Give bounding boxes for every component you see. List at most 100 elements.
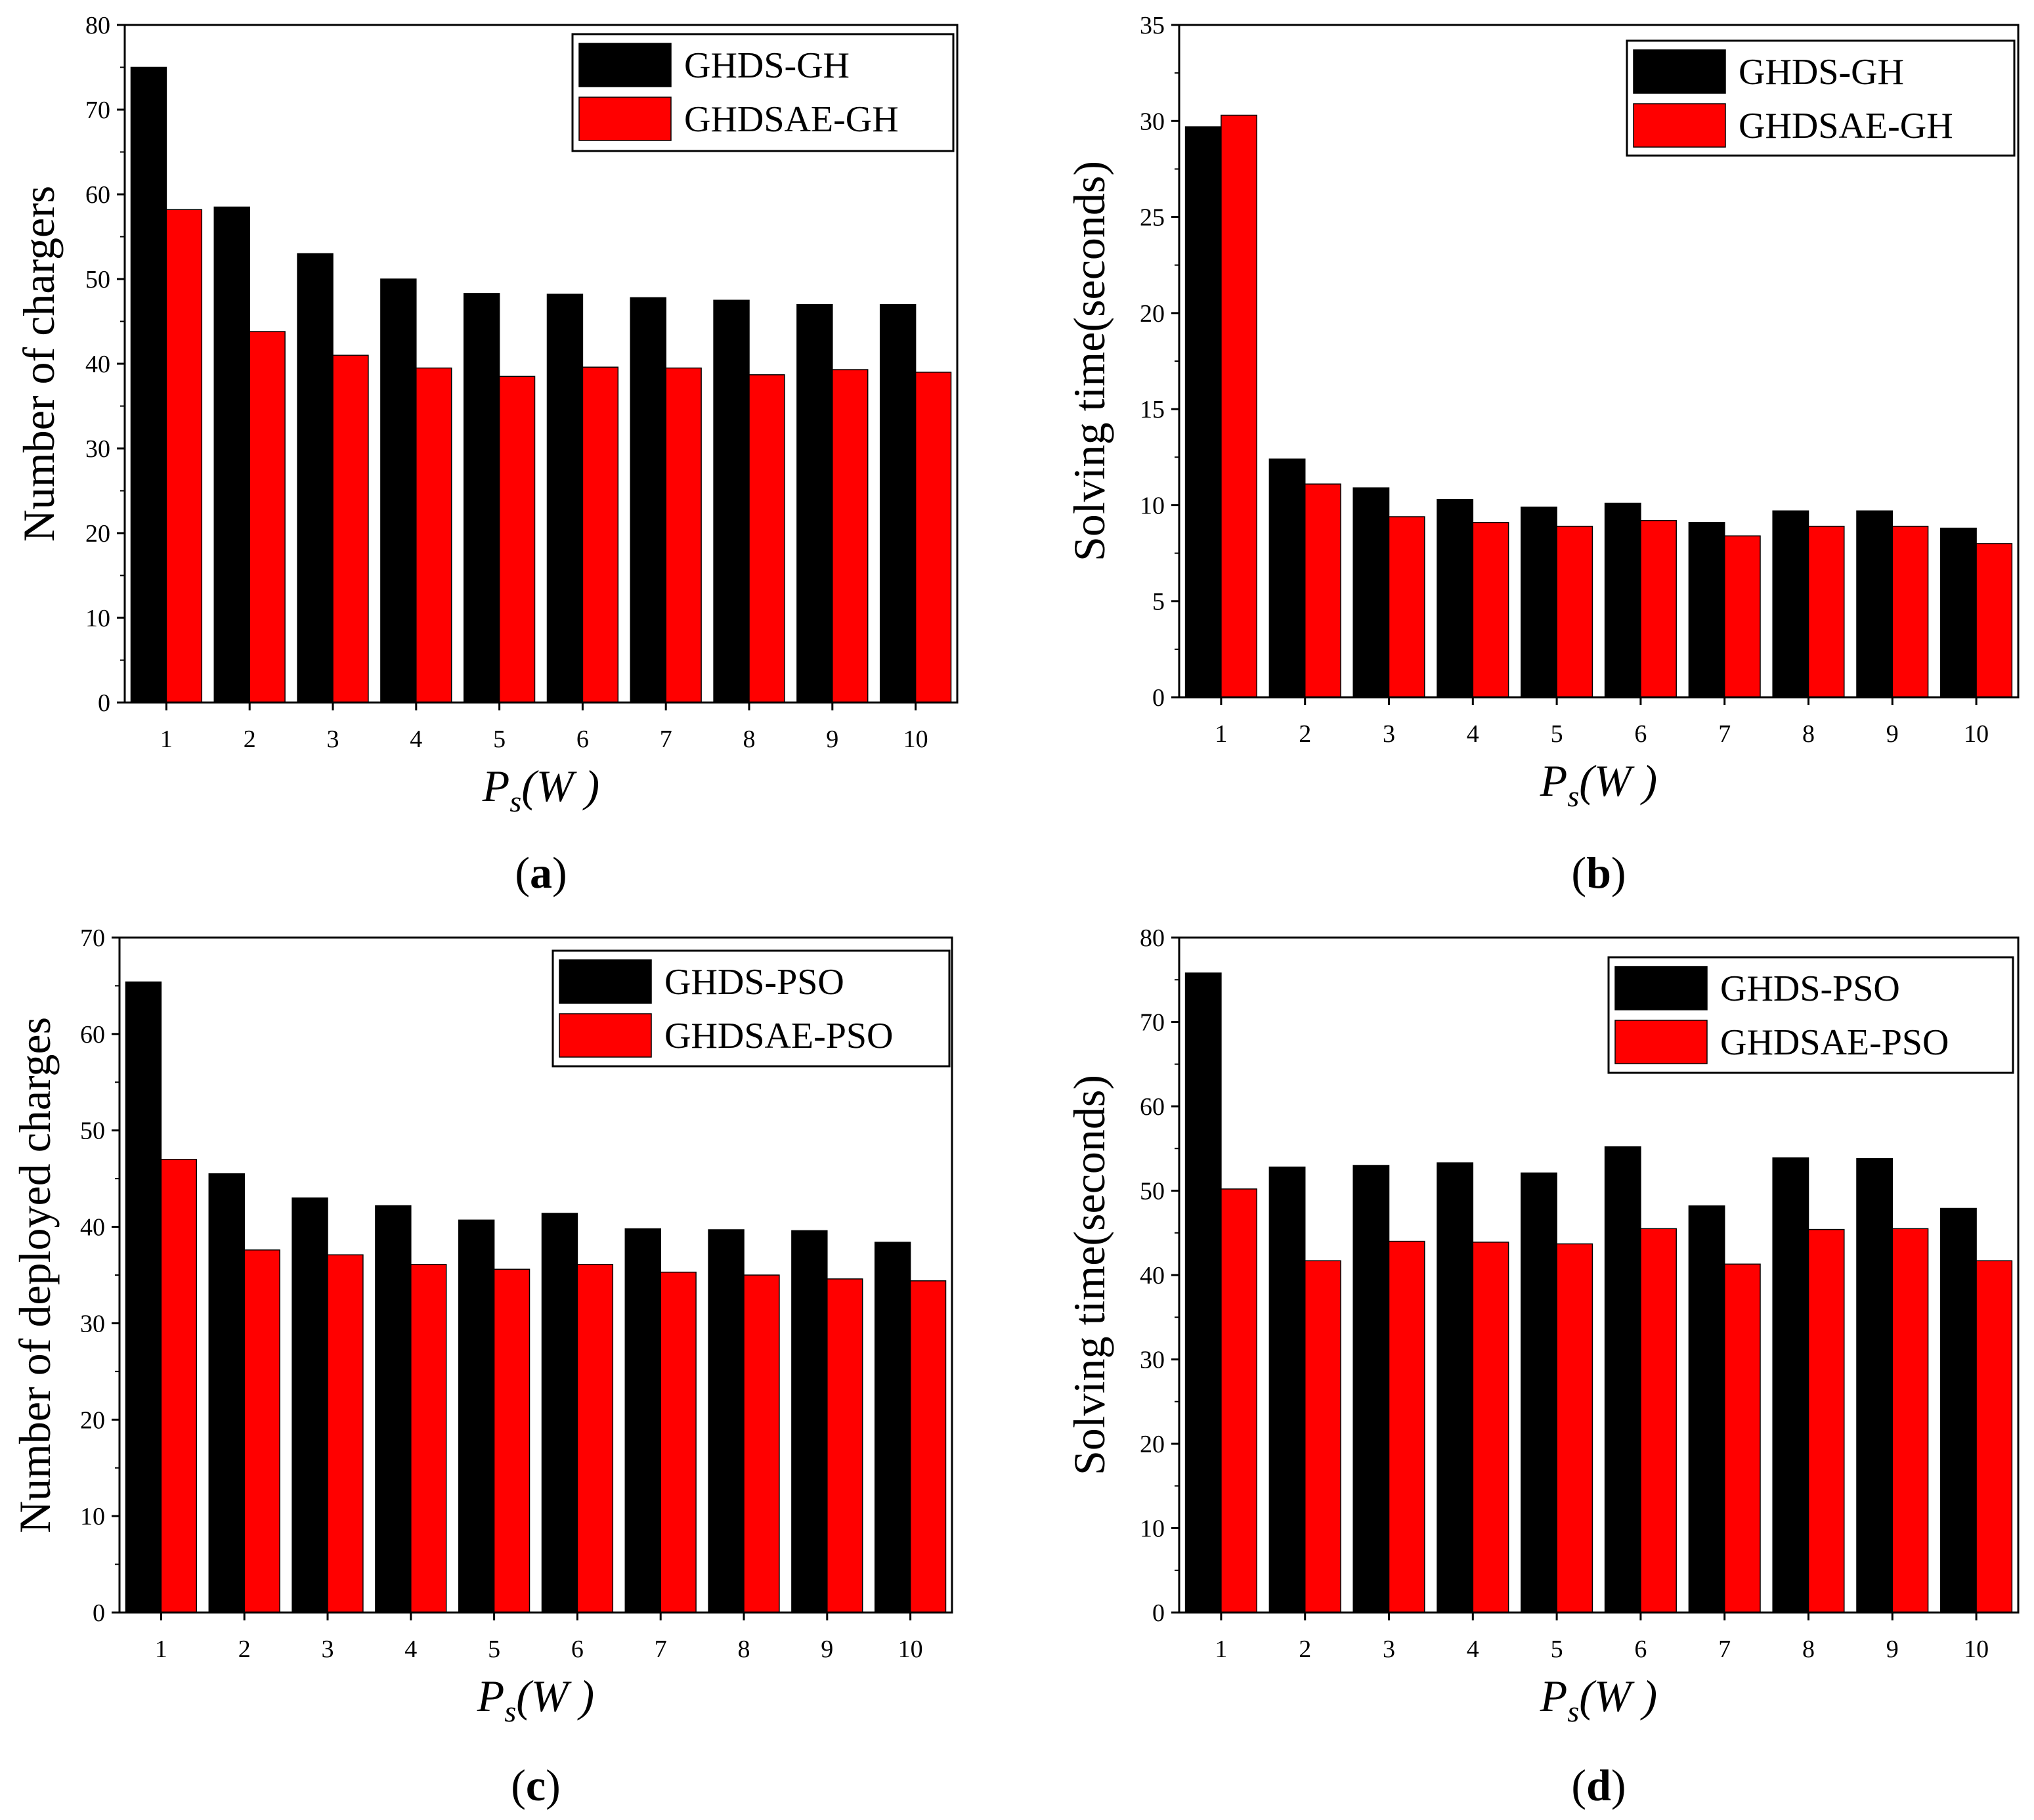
legend-swatch-d-2 — [1614, 1020, 1708, 1064]
xtick-label-d-6: 6 — [1634, 1636, 1647, 1663]
ytick-label-d-0: 0 — [1152, 1599, 1165, 1627]
y-axis-title-a: Number of chargers — [14, 186, 64, 542]
xtick-label-d-7: 7 — [1718, 1636, 1731, 1663]
x-axis-symbol-a: P — [482, 761, 510, 811]
caption-close-b: ) — [1611, 848, 1626, 898]
legend-swatch-b-1 — [1633, 49, 1726, 94]
ytick-label-d-60: 60 — [1140, 1093, 1165, 1121]
bar-a-s2-1 — [165, 209, 203, 703]
x-axis-title-c: Ps(W ) — [477, 1671, 594, 1728]
bar-d-s1-3 — [1352, 1165, 1390, 1613]
ytick-label-b-10: 10 — [1140, 492, 1165, 519]
ytick-label-d-50: 50 — [1140, 1178, 1165, 1205]
xtick-label-b-6: 6 — [1634, 720, 1647, 748]
caption-letter-d: d — [1586, 1760, 1611, 1810]
x-axis-title-a: Ps(W ) — [482, 761, 599, 818]
caption-close-d: ) — [1611, 1760, 1626, 1810]
ytick-label-c-20: 20 — [80, 1406, 105, 1434]
bar-d-s1-8 — [1772, 1157, 1809, 1613]
bar-a-s2-2 — [249, 331, 286, 703]
bar-c-s1-3 — [292, 1197, 328, 1613]
bar-a-s1-6 — [546, 293, 584, 703]
xtick-label-c-7: 7 — [655, 1636, 667, 1663]
bar-d-s2-3 — [1388, 1240, 1425, 1613]
ytick-label-b-20: 20 — [1140, 300, 1165, 328]
bar-d-s2-10 — [1976, 1260, 2013, 1613]
bar-b-s1-9 — [1856, 510, 1893, 698]
panel-caption-d: (d) — [1571, 1760, 1626, 1810]
x-axis-symbol-c: P — [477, 1671, 505, 1721]
panel-caption-b: (b) — [1571, 848, 1626, 898]
chart-panel-d: 0 10 20 30 40 50 60 70 80 1 2 3 4 5 6 7 8 9 10 Solving time… — [1064, 924, 2020, 1810]
panel-caption-c: (c) — [511, 1760, 561, 1810]
bar-d-s2-1 — [1221, 1188, 1257, 1613]
ytick-label-b-5: 5 — [1152, 588, 1165, 616]
bar-d-s1-5 — [1521, 1172, 1557, 1613]
xtick-label-b-9: 9 — [1886, 720, 1899, 748]
xtick-label-d-8: 8 — [1802, 1636, 1815, 1663]
bar-c-s2-8 — [743, 1274, 780, 1613]
caption-open-a: ( — [515, 848, 530, 898]
xtick-label-b-4: 4 — [1467, 720, 1479, 748]
bar-b-s2-3 — [1388, 516, 1425, 698]
bar-a-s1-10 — [879, 303, 917, 703]
bar-c-s1-1 — [125, 981, 162, 1613]
bar-b-s1-5 — [1521, 506, 1557, 698]
bar-c-s2-2 — [244, 1249, 280, 1613]
xtick-label-a-10: 10 — [903, 726, 928, 753]
legend-label-c-2: GHDSAE-PSO — [664, 1016, 894, 1056]
chart-panel-a: 0 10 20 30 40 50 60 70 80 1 2 3 4 5 6 7 8 9 10 Number of ch… — [14, 12, 959, 898]
xtick-label-c-1: 1 — [155, 1636, 167, 1663]
legend-label-b-2: GHDSAE-GH — [1739, 106, 1953, 146]
xtick-label-b-7: 7 — [1718, 720, 1731, 748]
xtick-label-b-1: 1 — [1215, 720, 1227, 748]
xtick-label-c-2: 2 — [238, 1636, 251, 1663]
bar-a-s1-9 — [796, 303, 833, 703]
ytick-label-b-15: 15 — [1140, 396, 1165, 423]
bar-b-s1-3 — [1352, 487, 1390, 698]
xtick-label-d-2: 2 — [1299, 1636, 1311, 1663]
ytick-label-d-20: 20 — [1140, 1431, 1165, 1458]
legend-swatch-a-2 — [578, 97, 672, 141]
bar-d-s2-6 — [1640, 1228, 1677, 1613]
ytick-label-c-10: 10 — [80, 1503, 105, 1530]
x-axis-unit-d: (W ) — [1579, 1671, 1657, 1721]
bar-d-s2-5 — [1556, 1243, 1593, 1613]
legend-swatch-c-2 — [559, 1013, 652, 1058]
ytick-label-a-10: 10 — [85, 605, 110, 632]
xtick-label-b-8: 8 — [1802, 720, 1815, 748]
legend-swatch-a-1 — [578, 43, 672, 87]
bar-c-s1-6 — [541, 1213, 578, 1613]
xtick-label-c-4: 4 — [404, 1636, 417, 1663]
xtick-label-a-6: 6 — [576, 726, 589, 753]
bar-b-s2-7 — [1723, 535, 1761, 698]
xtick-label-d-1: 1 — [1215, 1636, 1227, 1663]
bar-b-s2-6 — [1640, 520, 1677, 698]
bar-b-s2-8 — [1807, 525, 1845, 698]
bar-c-s1-8 — [708, 1229, 745, 1613]
ytick-label-a-50: 50 — [85, 266, 110, 293]
bar-b-s2-9 — [1892, 525, 1929, 698]
bar-b-s1-2 — [1268, 458, 1306, 698]
bar-a-s1-3 — [297, 253, 334, 703]
bar-c-s2-3 — [327, 1254, 364, 1613]
bar-b-s2-1 — [1221, 114, 1257, 698]
xtick-label-b-3: 3 — [1383, 720, 1395, 748]
x-axis-subscript-c: s — [504, 1695, 516, 1728]
y-axis-title-b: Solving time(seconds) — [1064, 161, 1114, 561]
bar-a-s1-4 — [380, 278, 417, 703]
bar-d-s1-10 — [1940, 1207, 1977, 1613]
bar-a-s2-8 — [748, 374, 785, 703]
legend-swatch-c-1 — [559, 959, 652, 1004]
ytick-label-d-30: 30 — [1140, 1347, 1165, 1374]
caption-close-c: ) — [546, 1760, 561, 1810]
bar-a-s1-2 — [213, 206, 250, 703]
bar-d-s1-9 — [1856, 1158, 1893, 1613]
bar-c-s1-10 — [874, 1242, 911, 1613]
x-axis-title-b: Ps(W ) — [1540, 756, 1657, 813]
bar-a-s1-1 — [130, 66, 167, 703]
bar-b-s1-6 — [1604, 502, 1641, 698]
xtick-label-a-7: 7 — [660, 726, 672, 753]
x-axis-subscript-a: s — [509, 785, 521, 818]
